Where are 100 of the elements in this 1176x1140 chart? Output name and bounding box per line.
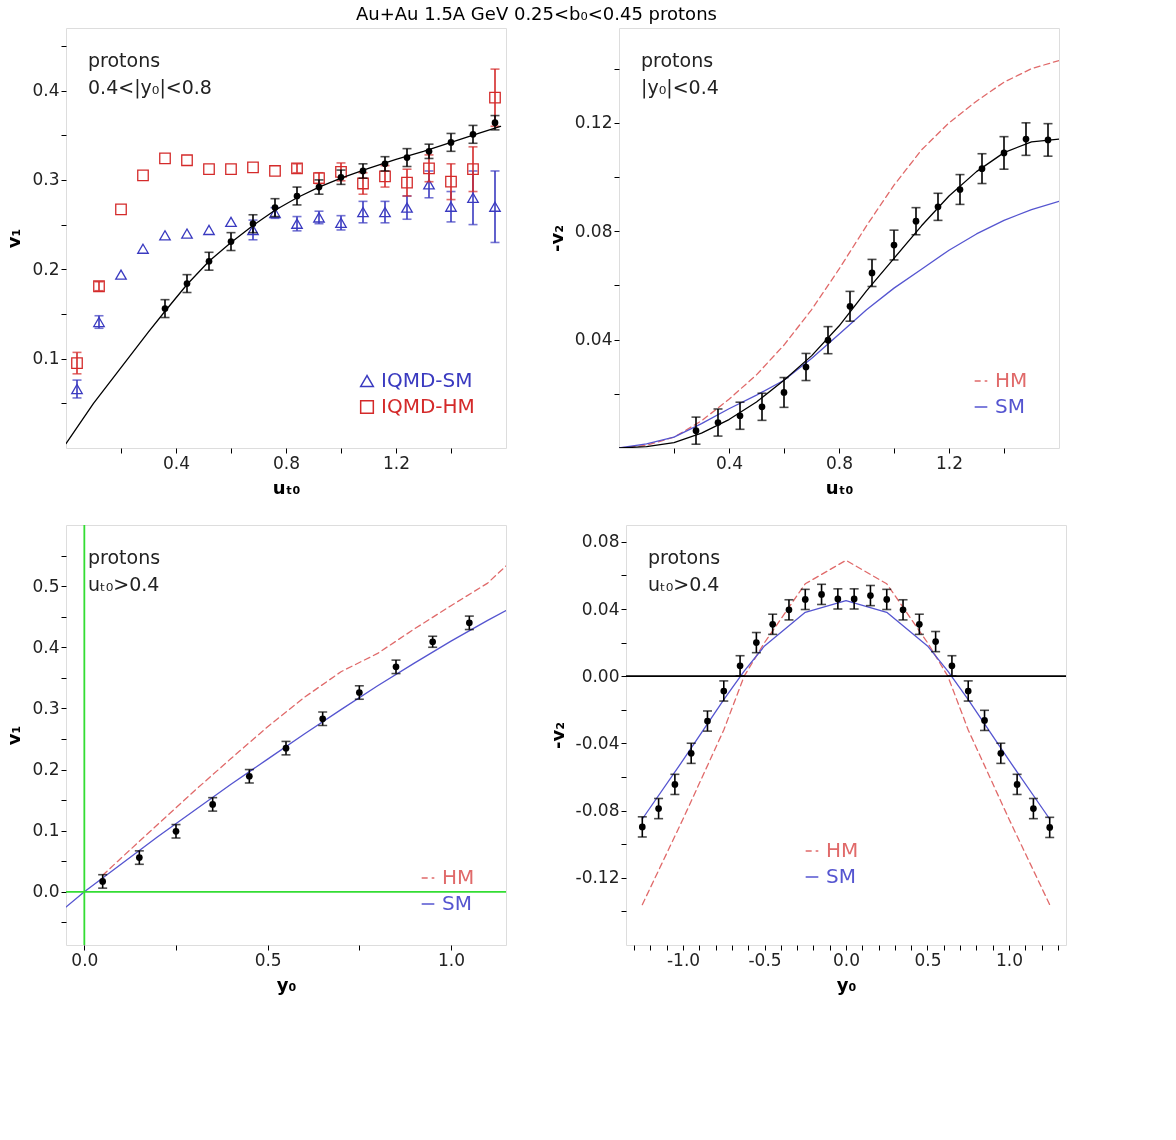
y-tick-label: 0.0 — [32, 881, 60, 902]
annotation: uₜ₀>0.4 — [88, 573, 160, 595]
x-tick-label: 1.2 — [382, 452, 411, 473]
point — [467, 163, 479, 176]
legend-label: SM — [826, 864, 856, 888]
point — [890, 241, 898, 249]
point — [465, 619, 473, 627]
y-tick-label: 0.00 — [581, 665, 620, 686]
point — [692, 427, 700, 435]
point — [245, 772, 253, 780]
x-tick-label: 1.0 — [437, 949, 466, 970]
point — [824, 336, 832, 344]
point — [818, 591, 825, 598]
point — [1030, 805, 1037, 812]
point — [423, 162, 435, 175]
annotation: uₜ₀>0.4 — [648, 573, 720, 595]
point — [883, 596, 891, 603]
point — [359, 167, 367, 175]
x-tick-label: -0.5 — [748, 949, 782, 970]
point — [850, 595, 858, 603]
point — [181, 154, 193, 167]
y-axis-title: v₁ — [3, 725, 25, 746]
y-tick-label: 0.3 — [32, 697, 60, 718]
point — [687, 749, 695, 757]
point — [172, 827, 180, 835]
legend-label: IQMD-HM — [381, 394, 475, 418]
point — [736, 412, 744, 420]
x-axis-title: uₜ₀ — [825, 476, 854, 498]
annotation: protons — [641, 49, 714, 71]
point — [337, 173, 345, 181]
chart-title: Au+Au 1.5A GeV 0.25<b₀<0.45 protons — [355, 2, 717, 24]
y-tick-label: 0.4 — [32, 80, 60, 101]
point — [956, 186, 964, 193]
point — [834, 595, 842, 603]
x-tick-label: 1.2 — [935, 452, 964, 473]
point — [445, 175, 457, 188]
point — [319, 715, 327, 723]
point — [981, 717, 988, 724]
point — [445, 201, 457, 212]
annotation: protons — [648, 546, 721, 568]
point — [912, 217, 920, 225]
point — [932, 638, 939, 645]
y-tick-label: 0.4 — [32, 636, 60, 657]
point — [181, 228, 193, 239]
point — [203, 163, 215, 176]
point — [948, 662, 956, 670]
point — [379, 206, 391, 218]
point — [736, 662, 744, 670]
point — [704, 717, 711, 725]
x-tick-label: 0.8 — [272, 452, 301, 473]
point — [785, 606, 793, 614]
y-tick-label: 0.2 — [32, 258, 60, 279]
legend-label: HM — [826, 838, 859, 862]
point — [489, 91, 501, 104]
point — [1046, 824, 1054, 831]
point — [249, 220, 257, 228]
point — [978, 165, 986, 172]
point — [137, 243, 149, 254]
point — [161, 305, 169, 312]
point — [379, 170, 391, 183]
point — [1022, 135, 1030, 143]
y-tick-label: 0.3 — [32, 169, 60, 190]
y-axis-title: v₁ — [3, 228, 25, 249]
point — [655, 805, 662, 812]
point — [403, 154, 411, 161]
point — [753, 639, 760, 646]
annotation: 0.4<|y₀|<0.8 — [88, 76, 212, 99]
y-axis-title: -v₂ — [546, 721, 568, 750]
point — [780, 389, 788, 396]
point — [467, 192, 479, 203]
point — [357, 177, 369, 190]
annotation: |y₀|<0.4 — [641, 76, 719, 99]
point — [425, 147, 433, 155]
y-tick-label: -0.12 — [575, 867, 620, 888]
point — [867, 592, 874, 599]
point — [71, 383, 83, 395]
point — [802, 363, 810, 371]
point — [899, 606, 907, 614]
point — [269, 165, 281, 177]
x-tick-label: 0.5 — [254, 949, 282, 970]
point — [355, 689, 363, 696]
point — [1013, 781, 1021, 788]
y-tick-label: 0.5 — [32, 575, 60, 596]
point — [489, 201, 501, 212]
point — [638, 823, 646, 831]
point — [469, 130, 477, 138]
x-tick-label: 0.0 — [832, 949, 861, 970]
point — [135, 854, 143, 861]
y-axis-title: -v₂ — [545, 224, 567, 253]
x-tick-label: 1.0 — [995, 949, 1023, 970]
legend-label: SM — [442, 891, 472, 915]
point — [964, 687, 972, 695]
x-tick-label: 0.8 — [825, 452, 854, 473]
point — [720, 687, 728, 695]
point — [769, 620, 777, 628]
point — [225, 163, 237, 176]
point — [401, 202, 413, 213]
point — [997, 749, 1005, 757]
point — [868, 269, 876, 277]
legend-label: HM — [995, 368, 1028, 392]
